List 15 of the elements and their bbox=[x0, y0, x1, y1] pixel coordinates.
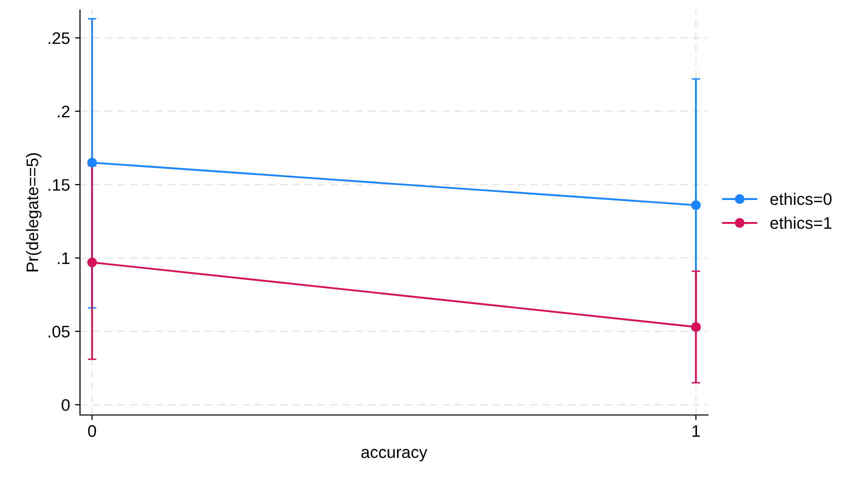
x-tick-label: 1 bbox=[692, 425, 700, 437]
legend-label: ethics=0 bbox=[770, 192, 832, 206]
y-tick-label: 0 bbox=[62, 399, 70, 411]
y-tick-label: .25 bbox=[48, 32, 70, 44]
y-tick-label: .1 bbox=[58, 252, 70, 264]
point bbox=[87, 258, 97, 268]
point bbox=[87, 158, 97, 168]
y-axis-title: Pr(delegate==5) bbox=[26, 153, 42, 272]
point bbox=[691, 200, 701, 210]
y-tick-label: .15 bbox=[48, 179, 70, 191]
y-tick-label: .2 bbox=[58, 106, 70, 118]
x-axis-title: accuracy bbox=[361, 448, 428, 462]
y-tick-label: .05 bbox=[48, 326, 70, 338]
point bbox=[691, 322, 701, 332]
legend-label: ethics=1 bbox=[770, 216, 832, 229]
